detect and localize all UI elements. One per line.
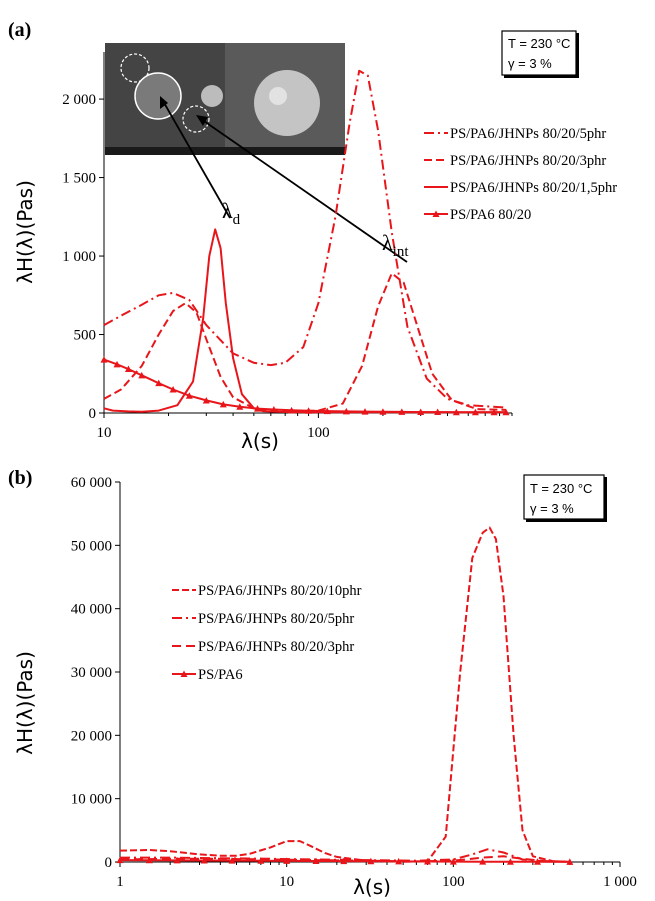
series-marker [116, 856, 124, 864]
series-marker [452, 408, 460, 416]
condition-box-a: T = 230 °C γ = 3 % [501, 30, 579, 78]
legend-entry: PS/PA6/JHNPs 80/20/3phr [198, 639, 354, 655]
y-tick-label: 1 000 [62, 249, 96, 265]
condition-temperature-b: T = 230 °C [530, 481, 592, 496]
annotation-lambda-d: λd [222, 198, 241, 228]
panel-b: (b) T = 230 °C γ = 3 % 0 10 000 20 000 30 0… [8, 467, 637, 899]
series-marker [236, 403, 244, 410]
y-axis-label-b: λH(λ)(Pas) [13, 651, 37, 755]
legend-entry: PS/PA6 [198, 667, 243, 683]
series-marker [361, 408, 369, 415]
series-marker [566, 858, 574, 865]
x-tick-label: 10 [279, 874, 294, 890]
y-tick-label: 2 000 [62, 92, 96, 108]
series-marker [502, 408, 510, 416]
series-marker [471, 408, 479, 416]
series-marker [270, 406, 278, 413]
series-marker [367, 857, 375, 865]
series-marker [288, 406, 296, 414]
sem-inset-image [105, 43, 345, 155]
x-tick-label: 100 [307, 425, 330, 441]
series-marker [534, 858, 542, 865]
annotation-lambda-int: λint [382, 230, 409, 260]
series-marker [424, 857, 432, 865]
series-marker [398, 408, 406, 415]
condition-strain-a: γ = 3 % [508, 56, 552, 71]
y-tick-label: 0 [89, 406, 97, 422]
series-marker [305, 407, 313, 414]
series-marker [490, 408, 498, 416]
series-marker [113, 360, 121, 368]
panel-label-a: (a) [8, 19, 31, 41]
series-marker [323, 407, 331, 415]
series-marker [155, 379, 163, 387]
series-marker [138, 371, 146, 379]
panel-label-b: (b) [8, 467, 32, 489]
condition-temperature-a: T = 230 °C [508, 36, 570, 51]
legend-b: PS/PA6/JHNPs 80/20/10phr PS/PA6/JHNPs 80/… [172, 583, 362, 683]
series-marker [169, 385, 177, 393]
series-line [103, 69, 507, 409]
y-tick-label: 10 000 [71, 792, 112, 808]
series-marker [417, 408, 425, 416]
series-marker [124, 365, 132, 373]
condition-box-b: T = 230 °C γ = 3 % [523, 474, 607, 522]
x-tick-label: 1 [116, 874, 124, 890]
x-axis-label-b: λ(s) [353, 875, 391, 899]
series-marker [434, 408, 442, 416]
series-marker [379, 408, 387, 415]
series-marker [185, 392, 193, 399]
series-marker [202, 396, 210, 404]
y-tick-label: 60 000 [71, 475, 112, 491]
y-axis-label-a: λH(λ)(Pas) [13, 180, 37, 284]
y-tick-label: 40 000 [71, 602, 112, 618]
legend-entry: PS/PA6/JHNPs 80/20/5phr [198, 611, 354, 627]
y-tick-label: 50 000 [71, 538, 112, 554]
y-tick-label: 20 000 [71, 728, 112, 744]
condition-strain-b: γ = 3 % [530, 501, 574, 516]
series-marker [342, 407, 350, 415]
series-marker [312, 857, 320, 864]
x-tick-label: 1 000 [603, 874, 637, 890]
x-axis-label-a: λ(s) [241, 429, 279, 453]
legend-entry: PS/PA6/JHNPs 80/20/1,5phr [450, 180, 617, 196]
legend-marker [432, 210, 440, 217]
series-marker [506, 858, 514, 865]
series-marker [219, 400, 227, 408]
y-tick-label: 1 500 [62, 171, 96, 187]
legend-entry: PS/PA6/JHNPs 80/20/3phr [450, 153, 606, 169]
legend-entry: PS/PA6/JHNPs 80/20/10phr [198, 583, 362, 599]
series-marker [173, 856, 181, 864]
legend-entry: PS/PA6 80/20 [450, 207, 531, 223]
series-line [103, 358, 506, 414]
series-marker [340, 857, 348, 865]
y-tick-label: 0 [105, 855, 113, 871]
legend-a: PS/PA6/JHNPs 80/20/5phr PS/PA6/JHNPs 80/2… [424, 126, 617, 223]
series-marker [479, 858, 487, 865]
series-marker [449, 858, 457, 865]
series-marker [283, 857, 291, 864]
legend-marker [180, 670, 188, 677]
series-marker [200, 856, 208, 864]
series-marker [145, 856, 153, 864]
y-tick-label: 500 [74, 328, 97, 344]
series-marker [257, 857, 265, 864]
series-marker [228, 857, 236, 864]
x-tick-label: 10 [97, 425, 112, 441]
series-line [119, 526, 570, 863]
y-tick-label: 30 000 [71, 665, 112, 681]
series-marker [100, 356, 108, 363]
legend-entry: PS/PA6/JHNPs 80/20/5phr [450, 126, 606, 142]
series-marker [254, 405, 262, 412]
x-tick-label: 100 [442, 874, 465, 890]
series-marker [395, 857, 403, 865]
